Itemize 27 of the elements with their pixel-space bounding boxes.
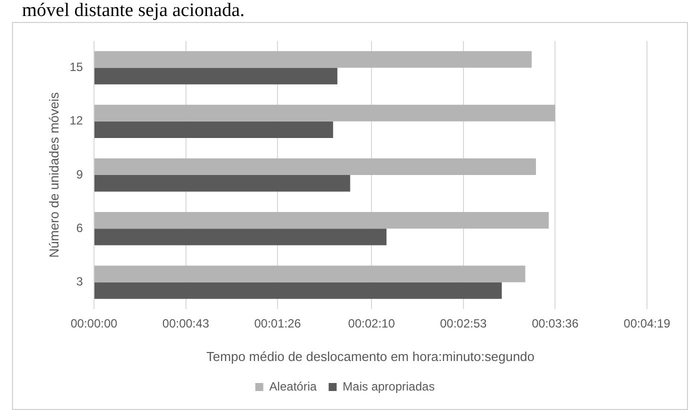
bar xyxy=(94,51,532,68)
y-tick-label: 3 xyxy=(76,274,84,289)
x-axis-title: Tempo médio de deslocamento em hora:minuto:segundo xyxy=(206,348,535,364)
bar xyxy=(94,266,526,282)
x-tick-label: 00:02:10 xyxy=(348,316,396,331)
x-tick-label: 00:02:53 xyxy=(440,316,488,331)
bar xyxy=(94,68,338,84)
y-axis-title: Número de unidades móveis xyxy=(46,92,62,258)
y-tick-label: 9 xyxy=(76,167,84,182)
x-tick-label: 00:01:26 xyxy=(254,316,302,331)
bar xyxy=(94,104,556,122)
bar xyxy=(94,158,536,175)
x-tick-label: 00:03:36 xyxy=(532,316,579,331)
y-tick-label: 12 xyxy=(70,114,84,128)
y-tick-label: 6 xyxy=(76,220,84,235)
legend-label: Aleatória xyxy=(269,379,317,394)
x-tick-label: 00:00:43 xyxy=(162,316,210,331)
text: móvel distante seja acionada. xyxy=(22,0,245,22)
x-tick-label: 00:04:19 xyxy=(624,316,671,331)
x-tick-label: 00:00:00 xyxy=(70,316,118,331)
legend-label: Mais apropriadas xyxy=(342,379,435,394)
y-tick-label: 15 xyxy=(70,60,84,74)
bar xyxy=(94,121,334,138)
bar xyxy=(94,212,549,229)
bar xyxy=(94,228,386,246)
bar xyxy=(94,175,350,192)
bar xyxy=(94,282,502,299)
